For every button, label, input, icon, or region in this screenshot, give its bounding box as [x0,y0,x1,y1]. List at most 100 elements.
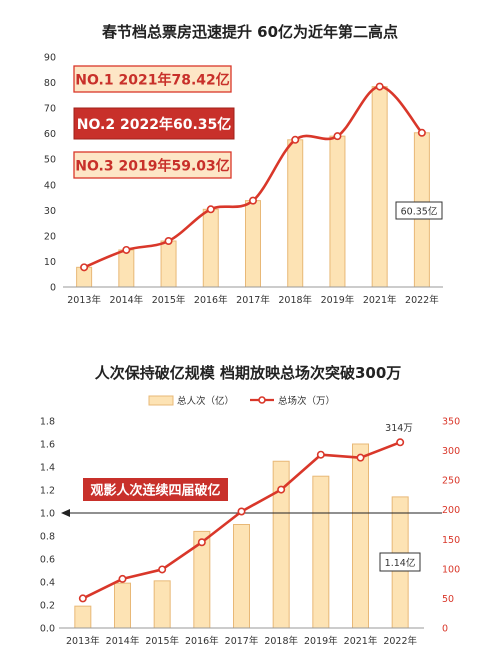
callout-no2: NO.2 2022年60.35亿 [77,116,232,133]
callout-admissions-text: 观影人次连续四届破亿 [90,483,220,499]
chart2-x-tick: 2022年 [383,635,417,647]
chart2-y-left-tick: 1.8 [40,417,55,428]
callout-admissions-box [83,478,228,501]
callout-group: NO.1 2021年78.42亿 NO.2 2022年60.35亿 NO.3 2… [73,65,235,179]
end-value-label: 60.35亿 [395,201,443,220]
chart2-line-point [396,438,405,447]
end-value-label-box [395,201,443,220]
chart1-line-point [333,132,342,141]
chart1-x-tick: 2019年 [321,294,355,306]
chart1-bar [287,139,304,288]
chart1-x-tick: 2022年 [405,294,439,306]
chart-admissions: 人次保持破亿规模 档期放映总场次突破300万 总人次（亿） 总场次（万） 0.0… [40,364,460,647]
chart2-title: 人次保持破亿规模 档期放映总场次突破300万 [95,364,402,382]
peak-screenings-label: 314万 [385,423,413,434]
chart1-y-tick: 40 [44,180,56,191]
chart2-y-left-tick: 0.2 [40,601,55,612]
chart1-x-tick: 2013年 [67,294,101,306]
chart1-y-tick: 80 [44,78,56,89]
chart1-y-tick: 50 [44,155,56,166]
callout-no2-box [73,107,235,140]
end-value-label-text: 60.35亿 [401,206,438,218]
chart2-bar [233,524,250,629]
chart1-line-point [164,237,173,246]
chart2-y-right-tick: 100 [442,564,460,575]
end-admissions-label: 1.14亿 [379,552,421,572]
chart1-bar [118,249,135,288]
chart2-line-point [158,565,167,574]
chart1-y-tick: 90 [44,53,56,64]
chart2-bar [352,443,369,629]
chart1-title: 春节档总票房迅速提升 60亿为近年第二高点 [102,23,398,41]
callout-no1: NO.1 2021年78.42亿 [75,72,230,89]
chart2-y-left-tick: 1.4 [40,463,55,474]
chart1-x-tick: 2017年 [236,294,270,306]
chart2-y-left-tick: 0.8 [40,532,55,543]
chart2-line-point [78,594,87,603]
chart2-x-tick: 2013年 [66,635,100,647]
chart1-line-point [249,196,258,205]
chart2-line-point [237,507,246,516]
chart1-x-tick: 2015年 [152,294,186,306]
chart2-y-right-tick: 250 [442,476,460,487]
chart1-bar [371,86,388,288]
chart2-x-tick: 2017年 [225,635,259,647]
chart1-line-point [206,205,215,214]
chart2-x-tick: 2016年 [185,635,219,647]
chart1-y-tick: 30 [44,206,56,217]
chart1-line-point [80,263,89,272]
end-admissions-label-box [379,552,421,572]
chart2-bar [114,582,131,629]
chart1-bar [202,208,219,288]
chart2-x-tick: 2019年 [304,635,338,647]
chart2-x-tick: 2014年 [106,635,140,647]
callout-admissions: 观影人次连续四届破亿 [83,478,228,501]
chart2-y-left-tick: 0.6 [40,555,55,566]
chart1-x-tick: 2014年 [109,294,143,306]
chart2-y-left-tick: 0.4 [40,578,55,589]
chart-box-office: 春节档总票房迅速提升 60亿为近年第二高点 0 10 20 30 40 50 60 70 80 9… [44,23,443,306]
chart2-x-tick: 2015年 [145,635,179,647]
chart2-y-right-tick: 200 [442,505,460,516]
chart2-line-point [197,538,206,547]
chart1-y-tick: 70 [44,104,56,115]
chart2-line-point [356,453,365,462]
legend-bar-swatch [148,395,174,406]
chart2-line-point [277,485,286,494]
legend-line-marker [258,396,266,404]
chart1-y-tick: 10 [44,257,56,268]
chart1-y-tick: 60 [44,129,56,140]
chart1-line-point [375,82,384,91]
chart2-y-right-tick: 150 [442,535,460,546]
callout-no1-box [73,65,232,93]
chart1-y-tick: 0 [50,283,56,294]
chart2-y-left-tick: 0.0 [40,624,55,635]
end-admissions-label-text: 1.14亿 [385,557,416,569]
chart1-line-point [417,128,426,137]
callout-no3-box [73,151,232,179]
chart2-line-point [118,574,127,583]
chart2-line-point [316,450,325,459]
chart2-bar [312,475,330,629]
chart2-x-tick: 2021年 [344,635,378,647]
chart2-bar [153,580,171,629]
chart1-line-point [122,245,131,254]
chart1-x-tick: 2021年 [363,294,397,306]
legend-line-label: 总场次（万） [278,395,335,407]
chart1-bar [160,240,177,288]
chart2-x-tick: 2018年 [264,635,298,647]
callout-no3: NO.3 2019年59.03亿 [75,158,230,175]
chart2-y-left-tick: 1.6 [40,440,55,451]
chart2-y-right-tick: 350 [442,417,460,428]
legend-bar-label: 总人次（亿） [177,395,234,407]
chart1-x-tick: 2016年 [194,294,228,306]
legend: 总人次（亿） 总场次（万） [148,395,335,407]
chart1-bar [329,135,346,288]
chart1-line-point [291,135,300,144]
chart2-y-right-tick: 300 [442,446,460,457]
chart2-reference-arrow [61,509,70,517]
chart1-y-tick: 20 [44,231,56,242]
chart2-y-left-tick: 1.0 [40,509,55,520]
chart1-x-tick: 2018年 [278,294,312,306]
